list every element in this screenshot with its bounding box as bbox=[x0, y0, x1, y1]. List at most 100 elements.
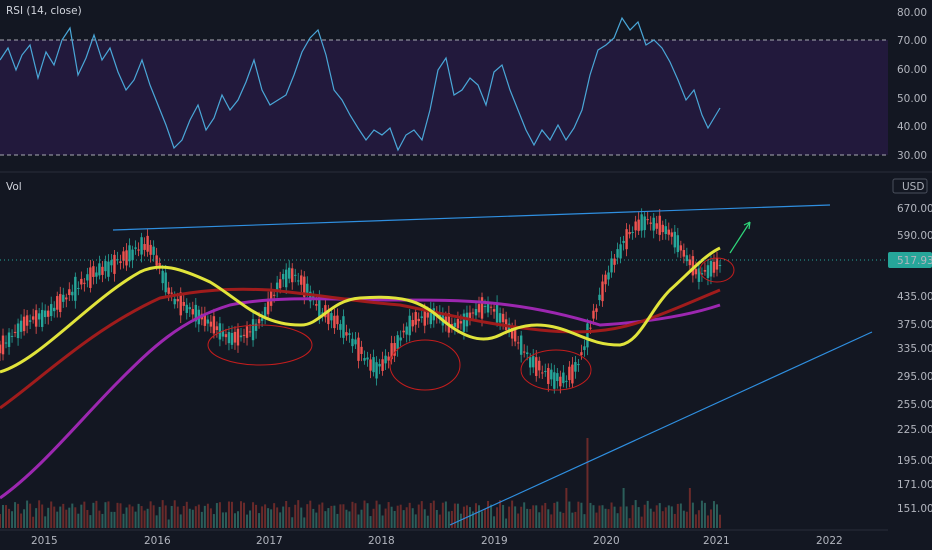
volume-bar bbox=[571, 512, 574, 528]
candle-body bbox=[164, 272, 167, 293]
volume-bar bbox=[80, 504, 83, 528]
volume-bar bbox=[688, 488, 691, 528]
candle-body bbox=[68, 289, 71, 296]
candle-body bbox=[281, 273, 285, 280]
candle-body bbox=[92, 266, 95, 277]
volume-bar bbox=[264, 504, 267, 528]
volume-bar bbox=[610, 502, 613, 528]
candle-body bbox=[31, 316, 35, 320]
currency-selector[interactable]: USD bbox=[892, 178, 928, 194]
candle-body bbox=[399, 337, 402, 341]
candle-body bbox=[604, 274, 607, 285]
volume-bar bbox=[267, 508, 270, 528]
volume-bar bbox=[279, 512, 282, 528]
candle-body bbox=[381, 359, 384, 371]
volume-bar bbox=[384, 508, 387, 528]
candle-body bbox=[715, 258, 719, 270]
volume-bar bbox=[568, 501, 571, 528]
candle-body bbox=[176, 299, 179, 302]
volume-bar bbox=[378, 504, 381, 528]
volume-bar bbox=[604, 508, 607, 528]
candle-body bbox=[122, 251, 125, 261]
candle-body bbox=[559, 376, 562, 387]
volume-bar bbox=[179, 514, 182, 528]
candle-body bbox=[586, 323, 589, 348]
candle-body bbox=[474, 309, 478, 316]
candle-body bbox=[468, 312, 472, 320]
candle-body bbox=[661, 224, 664, 233]
candle-body bbox=[622, 240, 625, 243]
volume-bar bbox=[258, 513, 261, 528]
candle-body bbox=[556, 373, 559, 382]
volume-bar bbox=[300, 507, 303, 528]
volume-bar bbox=[544, 502, 547, 528]
volume-bar bbox=[613, 506, 616, 528]
candle-body bbox=[59, 294, 62, 313]
volume-bar bbox=[685, 511, 688, 528]
volume-bar bbox=[252, 502, 255, 528]
candle-body bbox=[589, 327, 592, 329]
volume-bar bbox=[426, 515, 429, 528]
candle-body bbox=[221, 330, 225, 337]
candle-body bbox=[483, 305, 487, 307]
volume-bar bbox=[152, 505, 155, 528]
volume-bar bbox=[363, 500, 366, 528]
volume-bar bbox=[170, 505, 173, 528]
candle-body bbox=[1, 335, 5, 355]
volume-bar bbox=[261, 506, 264, 528]
candle-body bbox=[580, 352, 583, 356]
time-tick-label: 2015 bbox=[31, 535, 58, 547]
candle-body bbox=[408, 315, 411, 336]
volume-bar bbox=[387, 502, 390, 528]
volume-bar bbox=[673, 513, 676, 528]
candle-body bbox=[306, 283, 309, 293]
volume-bar bbox=[44, 516, 47, 528]
candle-body bbox=[646, 219, 649, 221]
volume-bar bbox=[288, 507, 291, 528]
candle-body bbox=[74, 276, 77, 301]
candle-body bbox=[417, 318, 420, 322]
volume-bar bbox=[682, 510, 685, 528]
volume-bar bbox=[62, 503, 65, 528]
candle-body bbox=[351, 338, 354, 347]
volume-bar bbox=[580, 502, 583, 528]
candle-body bbox=[598, 294, 601, 301]
volume-bar bbox=[158, 506, 161, 528]
price-tick-label: 335.00 bbox=[897, 343, 932, 355]
volume-bar bbox=[706, 515, 709, 528]
candle-body bbox=[447, 313, 451, 333]
candle-body bbox=[125, 250, 128, 266]
volume-bar bbox=[276, 507, 279, 528]
volume-bar bbox=[694, 514, 697, 528]
volume-bar bbox=[23, 509, 26, 528]
candle-body bbox=[634, 221, 637, 231]
volume-bar bbox=[474, 503, 477, 528]
last-price-value: 517.93 bbox=[897, 255, 932, 267]
volume-bar bbox=[318, 504, 321, 528]
rsi-axis: 80.00 70.00 60.00 50.00 40.00 30.00 bbox=[897, 7, 927, 162]
volume-bar bbox=[155, 515, 158, 528]
volume-bar bbox=[408, 502, 411, 528]
candle-body bbox=[676, 235, 680, 253]
volume-bar bbox=[598, 505, 601, 528]
last-price-badge: 517.93 bbox=[888, 252, 932, 268]
candle-body bbox=[86, 274, 89, 281]
volume-bar bbox=[324, 511, 327, 528]
candle-body bbox=[595, 308, 598, 312]
volume-bar bbox=[435, 510, 438, 528]
candle-body bbox=[568, 366, 571, 381]
volume-bar bbox=[188, 508, 191, 528]
volume-bar bbox=[631, 505, 634, 528]
candle-body bbox=[47, 310, 50, 317]
candle-body bbox=[212, 316, 216, 334]
volume-bar bbox=[336, 513, 339, 528]
candle-body bbox=[529, 357, 532, 368]
candle-body bbox=[245, 326, 249, 338]
volume-bar bbox=[396, 505, 399, 528]
candle-body bbox=[288, 267, 291, 279]
candle-body bbox=[22, 316, 26, 332]
candle-body bbox=[10, 335, 14, 337]
volume-bar bbox=[487, 500, 490, 528]
candle-body bbox=[387, 356, 390, 361]
